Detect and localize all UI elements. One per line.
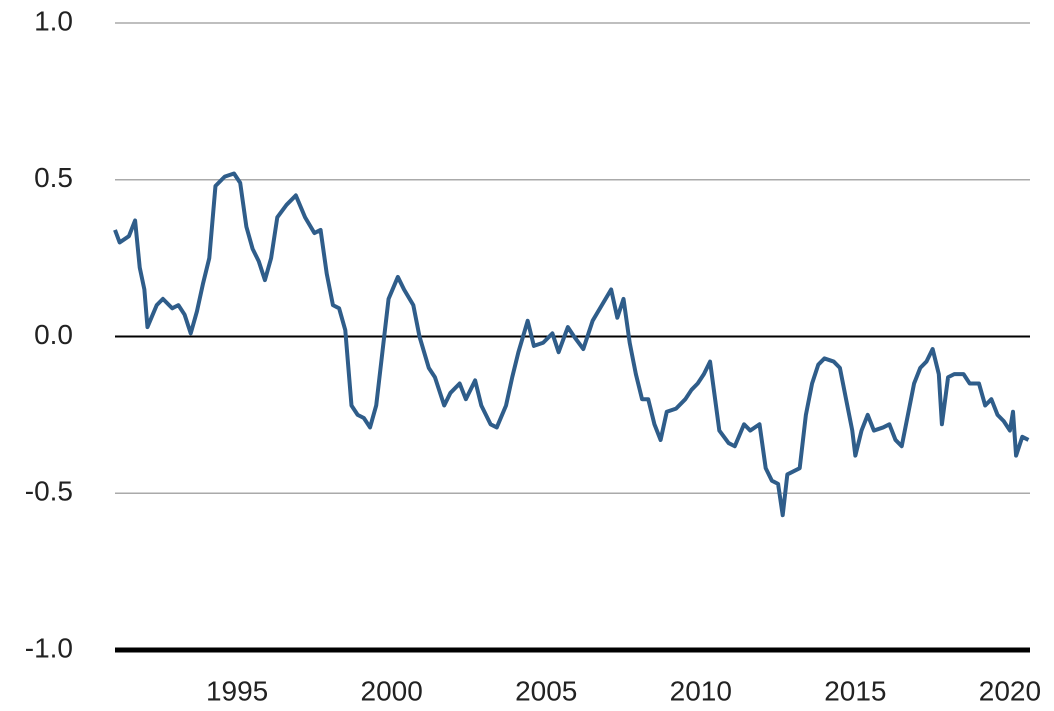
y-tick-label: 1.0 [34,5,73,36]
x-tick-label: 2000 [361,675,423,706]
y-tick-label: -0.5 [25,476,73,507]
x-tick-label: 2020 [979,675,1041,706]
x-tick-label: 2015 [824,675,886,706]
y-tick-label: 0.5 [34,162,73,193]
y-tick-label: 0.0 [34,319,73,350]
x-tick-label: 1995 [206,675,268,706]
x-tick-label: 2010 [670,675,732,706]
data-line [113,171,1030,518]
y-tick-label: -1.0 [25,632,73,663]
x-tick-label: 2005 [515,675,577,706]
